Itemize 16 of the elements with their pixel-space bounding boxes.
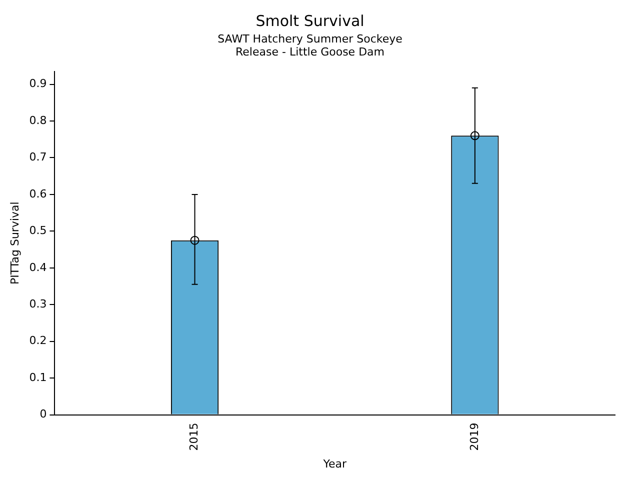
y-tick-label: 0 [40,408,47,421]
y-axis-title: PITTag Survival [8,202,22,285]
y-tick-label: 0.9 [29,77,47,90]
x-tick-label: 2015 [188,422,201,451]
y-tick-label: 0.1 [29,370,47,384]
y-tick-label: 0.5 [29,224,47,238]
x-tick-label: 2019 [468,422,481,451]
chart-subtitle: SAWT Hatchery Summer Sockeye Release - Little Goose Dam [218,32,403,59]
y-tick-label: 0.2 [29,334,47,348]
y-tick-label: 0.7 [29,150,47,164]
y-tick-label: 0.3 [29,297,47,310]
y-tick-label: 0.6 [29,187,47,200]
y-tick-label: 0.8 [29,114,47,127]
chart-title: Smolt Survival [256,12,364,30]
y-tick-label: 0.4 [29,260,47,274]
x-axis-title: Year [322,457,347,470]
